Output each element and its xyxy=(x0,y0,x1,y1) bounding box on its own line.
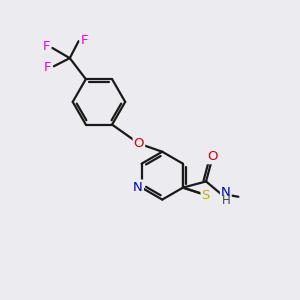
Text: N: N xyxy=(133,181,143,194)
Text: F: F xyxy=(43,40,50,53)
Text: N: N xyxy=(221,186,231,199)
Text: O: O xyxy=(134,137,144,150)
Text: H: H xyxy=(221,194,230,207)
Text: S: S xyxy=(202,188,210,202)
Text: F: F xyxy=(81,34,88,46)
Text: F: F xyxy=(44,61,52,74)
Text: O: O xyxy=(207,150,218,163)
